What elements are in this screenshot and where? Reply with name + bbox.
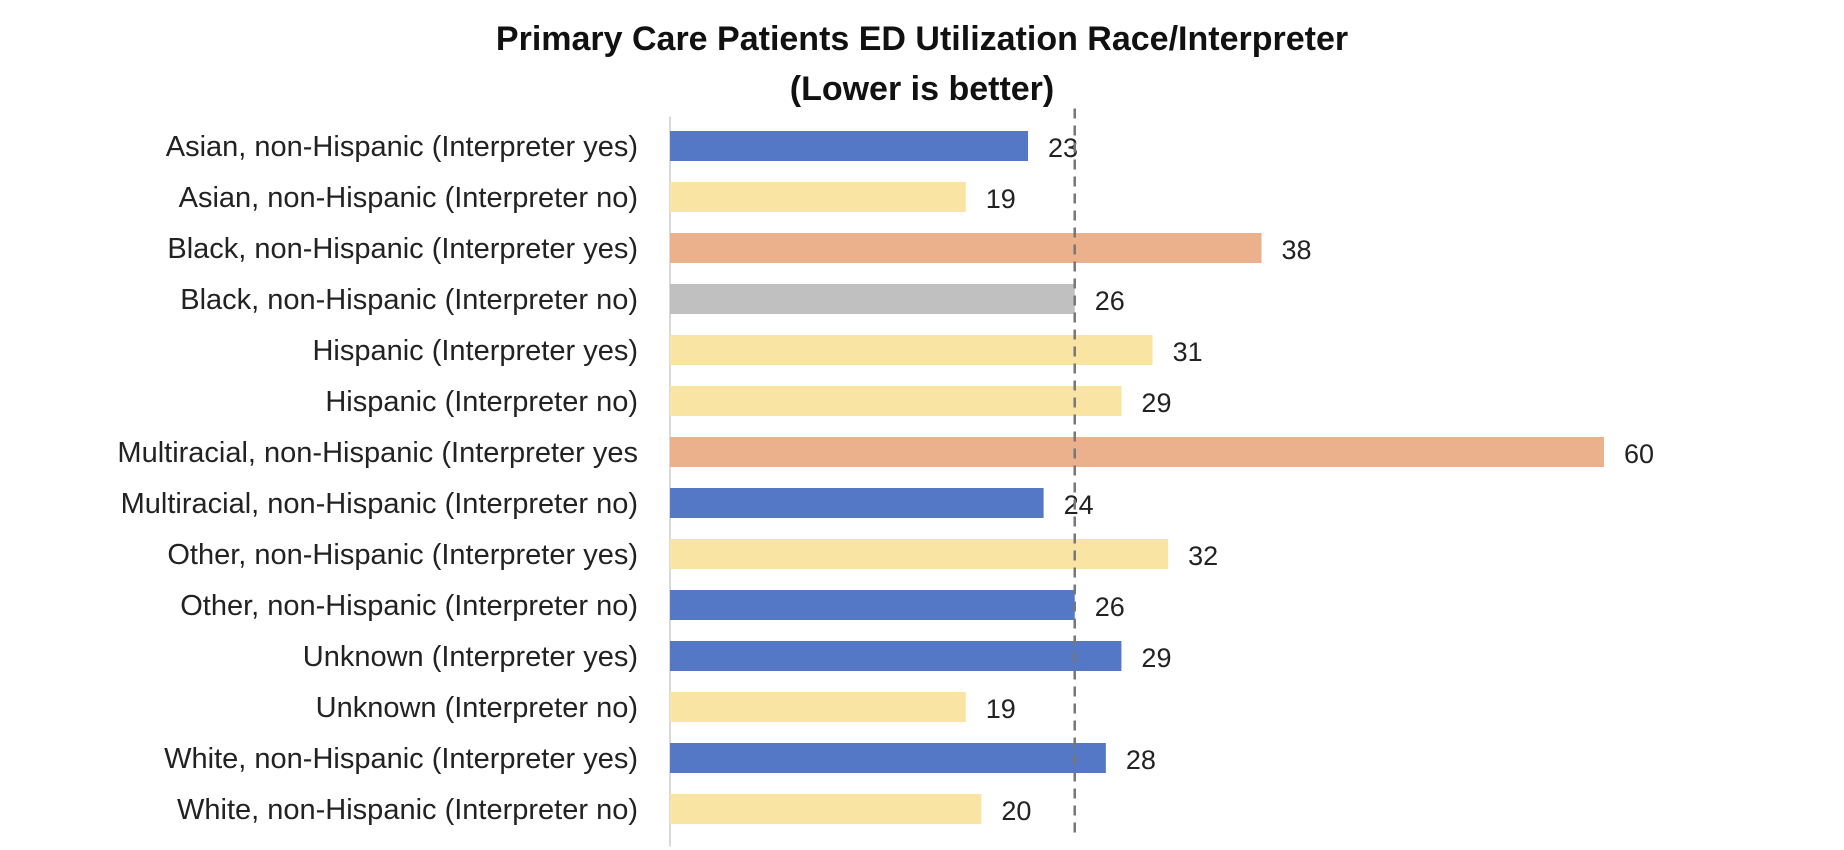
chart-subtitle: (Lower is better) <box>789 70 1055 108</box>
value-label: 20 <box>1001 796 1031 826</box>
bar <box>670 590 1075 620</box>
category-label: Asian, non-Hispanic (Interpreter no) <box>179 182 638 214</box>
bar <box>670 437 1604 467</box>
bar <box>670 182 966 212</box>
value-label: 19 <box>986 694 1016 724</box>
value-label: 31 <box>1173 337 1203 367</box>
bar <box>670 692 966 722</box>
category-label: Multiracial, non-Hispanic (Interpreter n… <box>121 488 638 520</box>
bar <box>670 794 982 824</box>
value-label: 19 <box>986 184 1016 214</box>
category-label: Hispanic (Interpreter no) <box>325 386 638 418</box>
bar <box>670 284 1075 314</box>
category-label: Multiracial, non-Hispanic (Interpreter y… <box>117 437 638 469</box>
value-label: 29 <box>1141 643 1171 673</box>
category-label: Other, non-Hispanic (Interpreter no) <box>180 590 638 622</box>
bar <box>670 131 1029 161</box>
bar <box>670 233 1262 263</box>
value-label: 23 <box>1048 133 1078 163</box>
value-label: 24 <box>1064 490 1094 520</box>
value-label: 26 <box>1095 286 1125 316</box>
category-label: Black, non-Hispanic (Interpreter yes) <box>167 233 638 265</box>
value-label: 28 <box>1126 745 1156 775</box>
bar <box>670 539 1169 569</box>
category-label: Hispanic (Interpreter yes) <box>312 335 638 367</box>
category-label: White, non-Hispanic (Interpreter yes) <box>164 743 638 775</box>
bar <box>670 386 1122 416</box>
category-label: Unknown (Interpreter no) <box>316 692 638 724</box>
chart-title: Primary Care Patients ED Utilization Rac… <box>495 20 1349 58</box>
value-label: 38 <box>1282 235 1312 265</box>
category-label: Unknown (Interpreter yes) <box>303 641 638 673</box>
category-label: Other, non-Hispanic (Interpreter yes) <box>167 539 638 571</box>
value-label: 60 <box>1624 439 1654 469</box>
value-label: 29 <box>1141 388 1171 418</box>
bar <box>670 641 1122 671</box>
bar <box>670 743 1106 773</box>
bar <box>670 488 1044 518</box>
value-label: 26 <box>1095 592 1125 622</box>
category-label: White, non-Hispanic (Interpreter no) <box>177 794 638 826</box>
category-label: Black, non-Hispanic (Interpreter no) <box>180 284 638 316</box>
value-label: 32 <box>1188 541 1218 571</box>
bar <box>670 335 1153 365</box>
category-label: Asian, non-Hispanic (Interpreter yes) <box>166 131 638 163</box>
